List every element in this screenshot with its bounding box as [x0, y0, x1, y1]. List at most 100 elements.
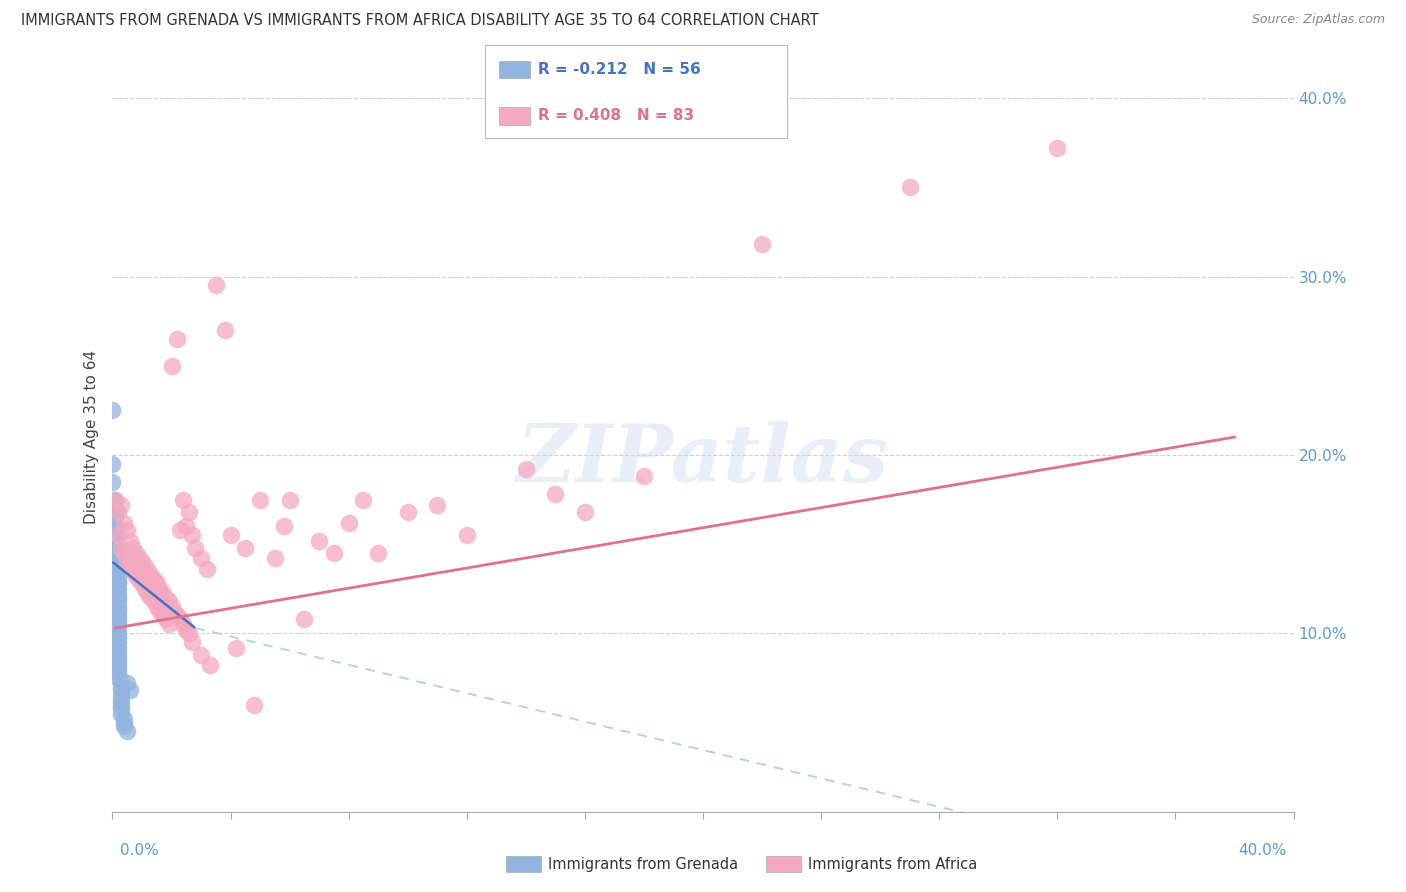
- Point: [107, 626, 129, 640]
- Point: [544, 487, 567, 501]
- Point: [107, 644, 129, 658]
- Point: [110, 698, 132, 712]
- Text: 0.0%: 0.0%: [120, 843, 159, 858]
- Point: [898, 180, 921, 194]
- Point: [139, 591, 162, 605]
- Text: R = -0.212   N = 56: R = -0.212 N = 56: [538, 62, 702, 77]
- Point: [107, 573, 129, 587]
- Point: [181, 528, 204, 542]
- Point: [104, 505, 127, 519]
- Point: [107, 662, 129, 676]
- Point: [107, 564, 129, 578]
- Point: [633, 469, 655, 483]
- Point: [163, 605, 186, 619]
- Point: [134, 558, 156, 573]
- Point: [174, 519, 197, 533]
- Point: [174, 623, 197, 637]
- Point: [117, 676, 138, 690]
- Point: [179, 626, 201, 640]
- Point: [104, 523, 127, 537]
- Point: [146, 576, 169, 591]
- Point: [107, 591, 129, 605]
- Point: [120, 683, 142, 698]
- Point: [110, 689, 132, 703]
- Point: [152, 587, 174, 601]
- Text: 40.0%: 40.0%: [1239, 843, 1286, 858]
- Point: [107, 569, 129, 583]
- Point: [107, 594, 129, 608]
- Point: [169, 523, 191, 537]
- Point: [104, 546, 127, 560]
- Point: [104, 492, 127, 507]
- Point: [110, 498, 132, 512]
- Point: [233, 541, 256, 555]
- Point: [107, 617, 129, 632]
- Point: [172, 492, 194, 507]
- Point: [264, 551, 287, 566]
- Point: [107, 630, 129, 644]
- Point: [104, 528, 127, 542]
- Point: [104, 533, 127, 548]
- Point: [117, 523, 138, 537]
- Point: [101, 403, 124, 417]
- Point: [110, 683, 132, 698]
- Point: [107, 505, 129, 519]
- Point: [136, 587, 159, 601]
- Point: [110, 680, 132, 694]
- Point: [323, 546, 346, 560]
- Point: [104, 510, 127, 524]
- Point: [152, 608, 174, 623]
- Point: [278, 492, 301, 507]
- Point: [134, 582, 156, 596]
- Point: [110, 694, 132, 708]
- Point: [107, 558, 129, 573]
- Point: [107, 576, 129, 591]
- Point: [128, 573, 150, 587]
- Point: [107, 603, 129, 617]
- Point: [179, 505, 201, 519]
- Point: [117, 555, 138, 569]
- Point: [219, 528, 242, 542]
- Point: [292, 612, 315, 626]
- Text: Source: ZipAtlas.com: Source: ZipAtlas.com: [1251, 13, 1385, 27]
- Text: Immigrants from Grenada: Immigrants from Grenada: [548, 857, 738, 871]
- Point: [104, 541, 127, 555]
- Point: [198, 658, 221, 673]
- Point: [112, 712, 135, 726]
- Point: [456, 528, 478, 542]
- Point: [120, 533, 142, 548]
- Point: [107, 640, 129, 655]
- Point: [104, 537, 127, 551]
- Point: [225, 640, 247, 655]
- Point: [396, 505, 419, 519]
- Point: [515, 462, 537, 476]
- Point: [110, 674, 132, 689]
- Point: [155, 612, 177, 626]
- Point: [120, 558, 142, 573]
- Text: R = 0.408   N = 83: R = 0.408 N = 83: [538, 109, 695, 123]
- Point: [107, 528, 129, 542]
- Point: [122, 564, 145, 578]
- Point: [125, 546, 148, 560]
- Point: [146, 599, 169, 614]
- Point: [101, 457, 124, 471]
- Point: [149, 582, 172, 596]
- Point: [107, 635, 129, 649]
- Point: [107, 665, 129, 680]
- Point: [172, 617, 194, 632]
- Y-axis label: Disability Age 35 to 64: Disability Age 35 to 64: [84, 350, 100, 524]
- Point: [107, 671, 129, 685]
- Point: [157, 594, 180, 608]
- Point: [155, 591, 177, 605]
- Point: [104, 519, 127, 533]
- Point: [214, 323, 236, 337]
- Point: [190, 648, 212, 662]
- Point: [169, 612, 191, 626]
- Point: [205, 278, 228, 293]
- Point: [122, 541, 145, 555]
- Point: [166, 608, 188, 623]
- Point: [112, 719, 135, 733]
- Point: [142, 573, 165, 587]
- Point: [273, 519, 295, 533]
- Point: [131, 576, 153, 591]
